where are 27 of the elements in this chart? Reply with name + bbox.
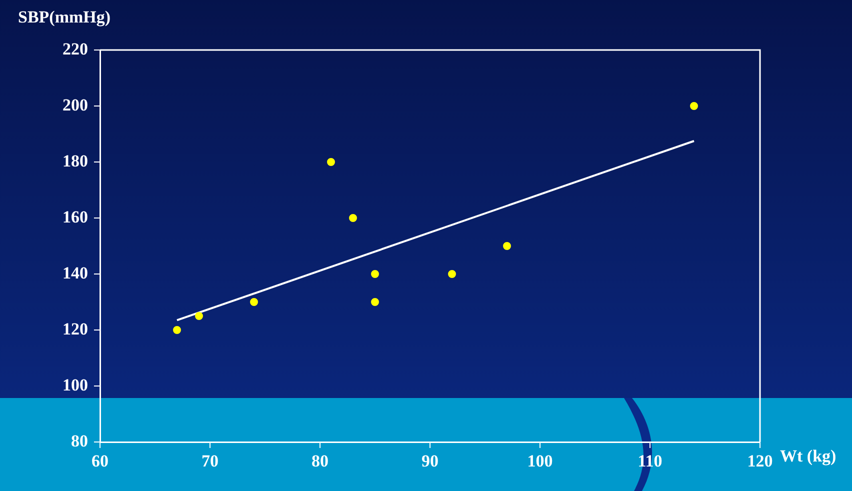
y-tick-label: 220	[62, 39, 88, 58]
y-tick-label: 80	[71, 431, 88, 450]
x-tick-label: 110	[638, 452, 662, 471]
point	[371, 298, 379, 306]
y-tick-label: 180	[62, 151, 88, 170]
x-tick-label: 120	[747, 452, 773, 471]
x-tick-label: 70	[202, 452, 218, 471]
y-axis-title: SBP(mmHg)	[18, 7, 111, 26]
y-tick-label: 140	[62, 263, 88, 282]
y-tick-label: 160	[62, 207, 88, 226]
point	[448, 270, 456, 278]
x-axis-title: Wt (kg)	[780, 446, 836, 466]
y-tick-label: 100	[62, 375, 88, 394]
x-tick-label: 90	[422, 452, 438, 471]
x-tick-label: 60	[92, 452, 108, 471]
point	[173, 326, 181, 334]
x-tick-label: 80	[312, 452, 328, 471]
point	[195, 312, 203, 320]
point	[349, 214, 357, 222]
point	[503, 242, 511, 250]
point	[371, 270, 379, 278]
point	[690, 102, 698, 110]
y-tick-label: 200	[62, 95, 88, 114]
x-tick-label: 100	[527, 452, 553, 471]
point	[250, 298, 258, 306]
point	[327, 158, 335, 166]
y-tick-label: 120	[62, 319, 88, 338]
